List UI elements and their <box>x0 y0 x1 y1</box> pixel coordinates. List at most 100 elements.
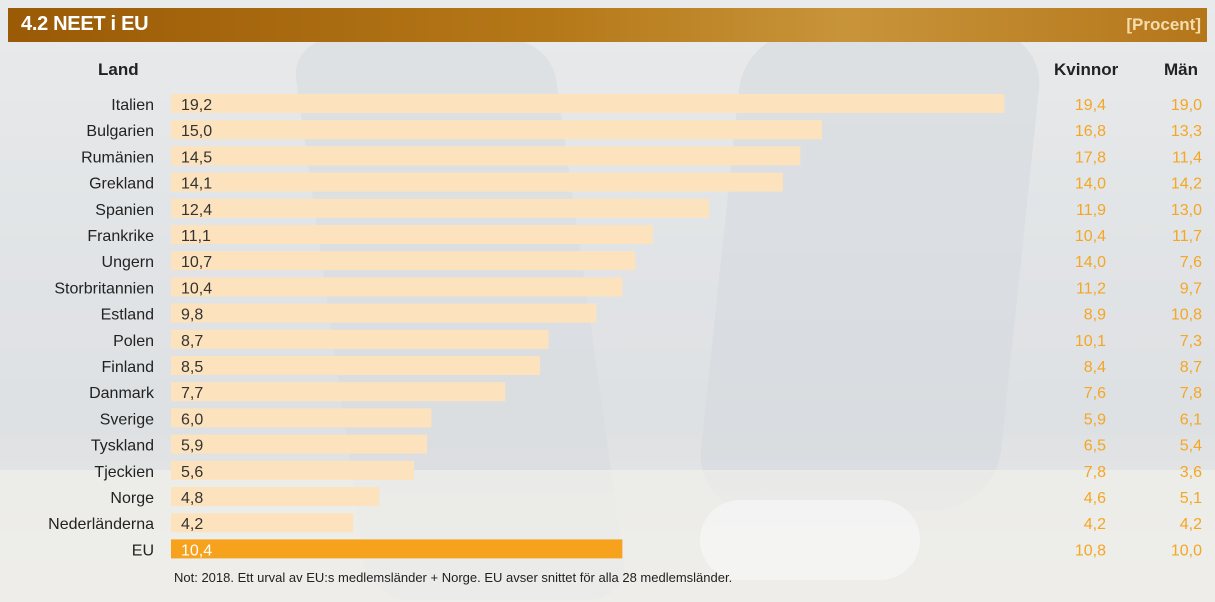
bar <box>171 382 506 402</box>
man-value: 7,6 <box>1180 254 1202 271</box>
bar <box>171 225 653 244</box>
bar <box>171 120 822 140</box>
category-label: Frankrike <box>87 228 154 245</box>
bar-value-label: 9,8 <box>181 307 203 324</box>
bar-value-label: 6,0 <box>181 411 203 428</box>
kvinnor-value: 7,8 <box>1084 464 1106 481</box>
kvinnor-value: 11,2 <box>1076 280 1106 297</box>
man-value: 5,1 <box>1180 490 1202 507</box>
kvinnor-value: 11,9 <box>1076 202 1106 219</box>
column-header-kvinnor: Kvinnor <box>1054 60 1119 79</box>
bar-value-label: 14,1 <box>181 176 212 193</box>
man-value: 9,7 <box>1180 280 1202 297</box>
kvinnor-value: 16,8 <box>1075 123 1106 140</box>
category-label: Estland <box>101 307 154 324</box>
man-value: 8,7 <box>1180 359 1202 376</box>
man-value: 7,8 <box>1180 385 1202 402</box>
man-value: 7,3 <box>1180 333 1202 350</box>
man-value: 19,0 <box>1171 97 1202 114</box>
bar-value-label: 19,2 <box>181 97 212 114</box>
chart-title: 4.2 NEET i EU <box>21 13 149 35</box>
man-value: 4,2 <box>1180 516 1202 533</box>
background-shoe <box>700 500 920 580</box>
bar-value-label: 5,6 <box>181 464 203 481</box>
kvinnor-value: 4,2 <box>1084 516 1106 533</box>
bar-value-label: 15,0 <box>181 123 212 140</box>
kvinnor-value: 7,6 <box>1084 385 1106 402</box>
bar-value-label: 10,4 <box>181 542 212 559</box>
kvinnor-value: 10,4 <box>1075 228 1106 245</box>
chart-note: Not: 2018. Ett urval av EU:s medlemsländ… <box>174 570 733 585</box>
category-label: Tyskland <box>91 438 154 455</box>
unit-label: [Procent] <box>1126 15 1201 34</box>
bar <box>171 277 623 297</box>
kvinnor-value: 4,6 <box>1084 490 1106 507</box>
bar <box>171 356 540 375</box>
kvinnor-value: 8,4 <box>1084 359 1106 376</box>
bar <box>171 329 549 349</box>
bar <box>171 303 597 323</box>
bar <box>171 487 380 506</box>
category-label: Nederländerna <box>48 516 154 533</box>
category-label: Bulgarien <box>86 123 154 140</box>
man-value: 11,4 <box>1172 149 1202 166</box>
kvinnor-value: 8,9 <box>1084 307 1106 324</box>
bar <box>171 94 1005 113</box>
man-value: 5,4 <box>1180 438 1202 455</box>
category-label: Storbritannien <box>54 280 154 297</box>
bar-value-label: 7,7 <box>181 385 203 402</box>
category-label: Danmark <box>89 385 155 402</box>
bar <box>171 408 432 428</box>
bar-value-label: 14,5 <box>181 149 212 166</box>
bar <box>171 539 623 559</box>
category-label: EU <box>132 542 154 559</box>
category-label: Ungern <box>102 254 154 271</box>
bar <box>171 172 783 192</box>
bar <box>171 198 710 218</box>
bar-value-label: 8,5 <box>181 359 203 376</box>
man-value: 13,0 <box>1171 202 1202 219</box>
bar <box>171 434 428 454</box>
man-value: 3,6 <box>1180 464 1202 481</box>
category-label: Spanien <box>95 202 154 219</box>
kvinnor-value: 14,0 <box>1075 254 1106 271</box>
category-label: Rumänien <box>81 149 154 166</box>
man-value: 11,7 <box>1172 228 1202 245</box>
bar-value-label: 10,7 <box>181 254 212 271</box>
category-label: Grekland <box>89 176 154 193</box>
bar <box>171 146 801 166</box>
kvinnor-value: 14,0 <box>1075 176 1106 193</box>
kvinnor-value: 10,8 <box>1075 542 1106 559</box>
bar-value-label: 8,7 <box>181 333 203 350</box>
kvinnor-value: 19,4 <box>1075 97 1106 114</box>
bar-value-label: 11,1 <box>181 228 211 245</box>
column-header-land: Land <box>98 60 139 79</box>
category-label: Sverige <box>100 411 154 428</box>
man-value: 14,2 <box>1171 176 1202 193</box>
bar <box>171 251 636 271</box>
man-value: 10,8 <box>1171 307 1202 324</box>
bar-value-label: 4,8 <box>181 490 203 507</box>
kvinnor-value: 10,1 <box>1075 333 1106 350</box>
bar <box>171 460 415 480</box>
category-label: Norge <box>110 490 154 507</box>
bar-value-label: 10,4 <box>181 280 212 297</box>
column-header-man: Män <box>1164 60 1198 79</box>
man-value: 6,1 <box>1180 411 1202 428</box>
category-label: Finland <box>102 359 154 376</box>
chart-header: 4.2 NEET i EU [Procent] <box>8 8 1207 42</box>
category-label: Italien <box>111 97 154 114</box>
bar-value-label: 5,9 <box>181 438 203 455</box>
man-value: 10,0 <box>1171 542 1202 559</box>
bar-value-label: 4,2 <box>181 516 203 533</box>
man-value: 13,3 <box>1171 123 1202 140</box>
kvinnor-value: 5,9 <box>1084 411 1106 428</box>
kvinnor-value: 17,8 <box>1075 149 1106 166</box>
bar <box>171 513 354 533</box>
bar-value-label: 12,4 <box>181 202 212 219</box>
kvinnor-value: 6,5 <box>1084 438 1106 455</box>
category-label: Tjeckien <box>94 464 154 481</box>
category-label: Polen <box>113 333 154 350</box>
